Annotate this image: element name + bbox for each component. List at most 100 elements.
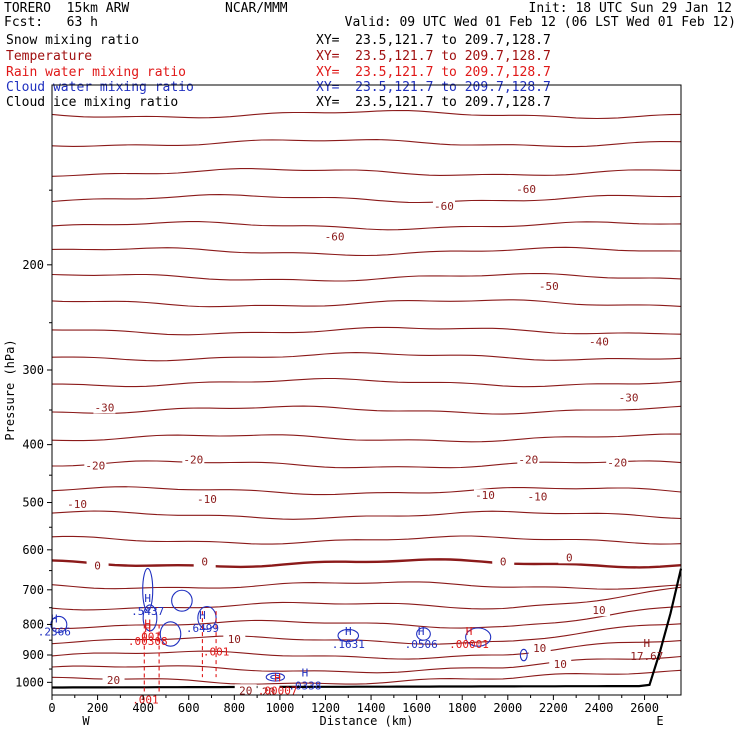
- x-tick-label: 1600: [402, 701, 431, 715]
- contour-label: 10: [554, 658, 567, 671]
- y-tick-label: 900: [22, 648, 44, 662]
- field-name: Cloud water mixing ratio: [6, 80, 194, 95]
- west-label: W: [82, 714, 90, 728]
- cloud-water-contour: [416, 627, 431, 641]
- max-marker: H: [144, 622, 151, 635]
- x-tick-label: 0: [48, 701, 55, 715]
- contour-label-bg: [193, 555, 216, 568]
- contour-label-bg: [195, 492, 218, 505]
- x-tick-label: 2200: [539, 701, 568, 715]
- temperature-contour: [51, 535, 682, 545]
- max-value: .00001: [449, 638, 489, 651]
- temperature-contour: [51, 246, 682, 257]
- temperature-contour: [51, 433, 682, 443]
- temperature-contour: [51, 352, 682, 362]
- temperature-contour: [51, 139, 682, 148]
- max-annotations: H.2366H.5437H.001H.00308H.6499.001H.1631…: [38, 592, 664, 706]
- center-label: NCAR/MMM: [225, 1, 288, 16]
- temperature-contour: [51, 326, 682, 336]
- field-xy: XY= 23.5,121.7 to 209.7,128.7: [316, 95, 551, 110]
- temperature-contour: [51, 669, 682, 685]
- contour-label-bg: [617, 391, 640, 404]
- max-marker: H: [466, 625, 473, 638]
- y-tick-label: 200: [22, 258, 44, 272]
- temperature-contour: [51, 586, 682, 611]
- max-value: .00007: [258, 685, 298, 698]
- contour-label-bg: [102, 674, 125, 687]
- cloud-water-contour: [465, 627, 492, 647]
- temperature-contour: [51, 655, 682, 674]
- y-tick-label: 600: [22, 543, 44, 557]
- contour-label-bg: [223, 633, 246, 646]
- contour-label-bg: [323, 230, 346, 243]
- contour-label-bg: [182, 453, 205, 466]
- cloud-water-contour: [519, 648, 528, 662]
- y-tick-label: 800: [22, 617, 44, 631]
- contour-label: 0: [566, 551, 573, 564]
- temperature-contour: [51, 109, 682, 120]
- max-marker: H: [345, 625, 352, 638]
- contour-label: -30: [94, 402, 114, 415]
- contour-label-bg: [558, 551, 581, 564]
- max-value: .001: [203, 646, 230, 659]
- x-tick-label: 2600: [630, 701, 659, 715]
- temperature-contour: [51, 640, 682, 660]
- contour-label: -40: [589, 336, 609, 349]
- temperature-contour: [51, 623, 682, 645]
- cloud-water-contour: [270, 674, 281, 680]
- ground-line: [52, 568, 683, 689]
- max-marker: H: [144, 617, 151, 630]
- east-label: E: [656, 714, 663, 728]
- temperature-contours: [51, 109, 682, 685]
- contour-label: 10: [228, 633, 241, 646]
- temperature-contour: [51, 510, 682, 520]
- contour-label-bg: [492, 555, 515, 568]
- temperature-contour: [51, 299, 682, 308]
- contour-label: -50: [539, 280, 559, 293]
- cloud-water-contour: [171, 589, 193, 612]
- max-value: .6499: [186, 622, 219, 635]
- contour-label-bg: [526, 490, 549, 503]
- temperature-contour: [51, 194, 682, 204]
- fcst-label: Fcst: 63 h: [4, 15, 98, 30]
- model-label: TORERO 15km ARW: [4, 1, 130, 16]
- contour-label: 0: [201, 555, 208, 568]
- rain-water-contour: [143, 624, 160, 693]
- contour-label-bg: [515, 183, 538, 196]
- contour-label-bg: [537, 280, 560, 293]
- contour-label-bg: [587, 604, 610, 617]
- contour-label: -60: [325, 230, 345, 243]
- contour-label: -10: [475, 489, 495, 502]
- terrain-line: [52, 568, 683, 689]
- contour-label: -10: [67, 498, 87, 511]
- rain-water-contour: [201, 611, 217, 678]
- contour-label-bg: [84, 459, 107, 472]
- max-value: .0506: [405, 638, 438, 651]
- cloud-water-contour: [159, 621, 182, 647]
- temperature-contour: [51, 272, 682, 282]
- contour-label-bg: [474, 489, 497, 502]
- max-value: .001: [132, 694, 159, 707]
- temperature-contour: [51, 221, 682, 231]
- field-xy: XY= 23.5,121.7 to 209.7,128.7: [316, 49, 551, 64]
- max-marker: H: [274, 672, 281, 685]
- contour-label-bg: [528, 642, 551, 655]
- contour-label: -20: [183, 453, 203, 466]
- contour-label-bg: [587, 335, 610, 348]
- cloud-water-contour: [142, 567, 154, 612]
- field-xy: XY= 23.5,121.7 to 209.7,128.7: [316, 65, 551, 80]
- max-value: .0338: [288, 679, 321, 692]
- y-axis-label: Pressure (hPa): [3, 339, 17, 440]
- contour-label: 10: [592, 604, 605, 617]
- x-axis-label: Distance (km): [320, 714, 414, 728]
- contour-label: 0: [94, 560, 101, 573]
- contour-label-bg: [549, 657, 572, 670]
- contour-label-bg: [606, 456, 629, 469]
- max-marker: H: [51, 612, 58, 625]
- mixing-ratio-contours: [50, 567, 528, 693]
- y-tick-label: 500: [22, 496, 44, 510]
- temperature-contour: [51, 606, 682, 630]
- field-xy: XY= 23.5,121.7 to 209.7,128.7: [316, 33, 551, 48]
- x-tick-label: 2000: [493, 701, 522, 715]
